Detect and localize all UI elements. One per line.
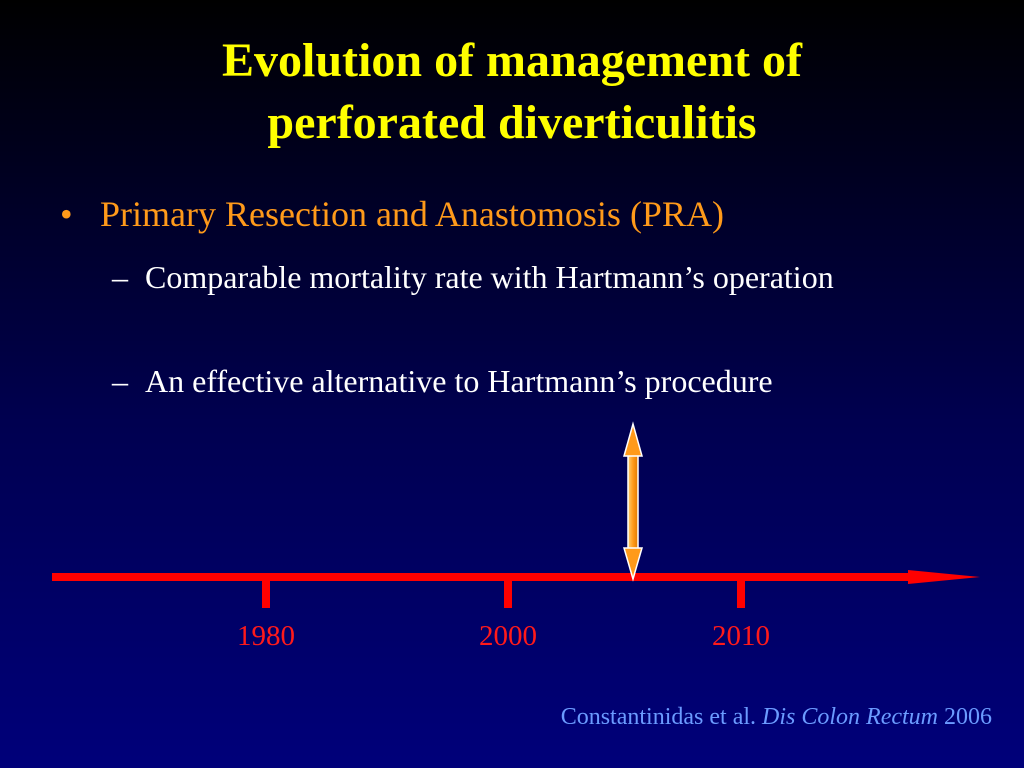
sub-bullet-text: Comparable mortality rate with Hartmann’… <box>145 259 834 295</box>
tick-1980 <box>262 578 270 608</box>
tick-2000 <box>504 578 512 608</box>
sub-bullet-marker: – <box>112 363 128 399</box>
citation-journal: Dis Colon Rectum <box>762 704 938 730</box>
year-label-2000: 2000 <box>479 620 537 652</box>
title-line-1: Evolution of management of <box>222 34 802 87</box>
tick-2010 <box>737 578 745 608</box>
timeline-arrowhead <box>908 570 980 584</box>
sub-bullet-alternative: – An effective alternative to Hartmann’s… <box>112 357 932 405</box>
slide-title: Evolution of management of perforated di… <box>0 30 1024 154</box>
citation-authors: Constantinidas et al. <box>560 704 757 730</box>
bullet-marker: • <box>60 194 73 234</box>
sub-bullet-marker: – <box>112 259 128 295</box>
double-arrow-marker <box>623 421 643 582</box>
sub-bullet-text: An effective alternative to Hartmann’s p… <box>145 363 773 399</box>
citation-year: 2006 <box>944 704 992 730</box>
timeline-line <box>52 573 914 581</box>
sub-bullet-mortality: – Comparable mortality rate with Hartman… <box>112 253 932 301</box>
bullet-text: Primary Resection and Anastomosis (PRA) <box>100 194 724 234</box>
title-line-2: perforated diverticulitis <box>267 96 757 149</box>
citation: Constantinidas et al. Dis Colon Rectum 2… <box>561 701 992 733</box>
year-label-1980: 1980 <box>237 620 295 652</box>
year-label-2010: 2010 <box>712 620 770 652</box>
